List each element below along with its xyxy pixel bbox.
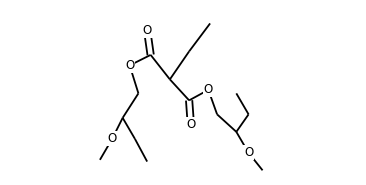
Text: O: O: [142, 24, 152, 37]
Text: O: O: [244, 146, 253, 159]
Text: O: O: [125, 59, 134, 72]
Text: O: O: [204, 83, 213, 96]
Text: O: O: [108, 132, 117, 145]
Text: O: O: [186, 118, 195, 131]
